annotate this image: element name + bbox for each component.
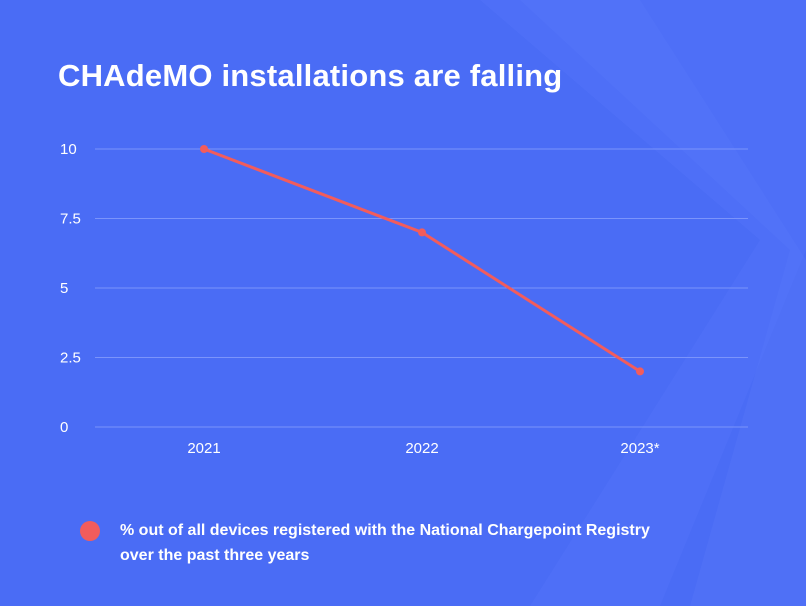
legend: % out of all devices registered with the…	[80, 518, 680, 568]
data-point	[418, 228, 426, 237]
y-tick-label: 0	[60, 419, 68, 436]
x-tick-label: 2022	[405, 440, 438, 457]
legend-swatch	[80, 521, 100, 541]
x-tick-label: 2023*	[620, 440, 659, 457]
y-tick-label: 2.5	[60, 350, 81, 367]
series-line	[202, 147, 642, 373]
data-point	[636, 367, 644, 376]
data-point	[200, 145, 208, 153]
y-tick-label: 10	[60, 141, 77, 158]
x-tick-label: 2021	[187, 440, 220, 457]
series-layer	[200, 145, 644, 376]
legend-label: % out of all devices registered with the…	[120, 522, 650, 564]
x-axis-ticks: 2021 2022 2023*	[187, 440, 659, 457]
gridlines	[95, 148, 748, 428]
y-tick-label: 7.5	[60, 211, 81, 228]
y-tick-label: 5	[60, 280, 68, 297]
y-axis-ticks: 10 7.5 5 2.5 0	[60, 141, 81, 436]
chart-title: CHAdeMO installations are falling	[58, 58, 563, 93]
